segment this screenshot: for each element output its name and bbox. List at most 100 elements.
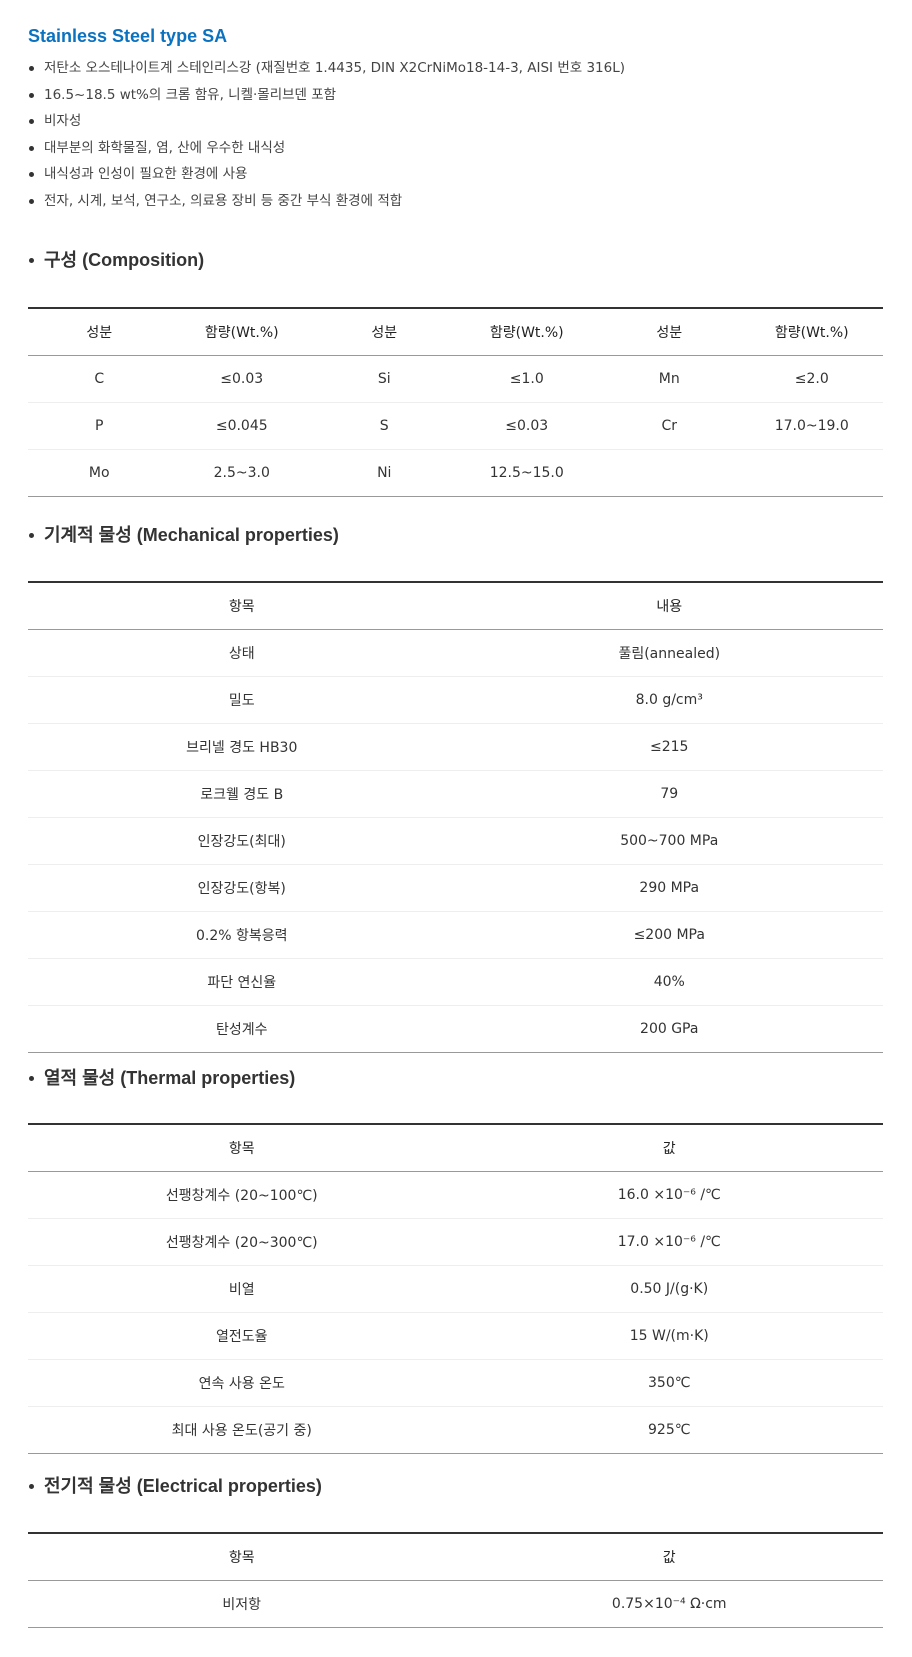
column-header: 성분 (371, 325, 398, 341)
table-cell: 파단 연신율 (28, 958, 456, 1006)
page-title: Stainless Steel type SA (28, 26, 228, 46)
table-row: 비열 0.50 J/(g·K) (28, 1265, 883, 1313)
composition-table: 성분 함량(Wt.%) 성분 함량(Wt.%) 성분 함량(Wt.%) C ≤0.03 Si ≤1… (28, 307, 883, 497)
table-row: 파단 연신율 40% (28, 958, 883, 1006)
table-row: 탄성계수 200 GPa (28, 1005, 883, 1053)
list-item: 내식성과 인성이 필요한 환경에 사용 (28, 163, 625, 190)
table-row: 열전도율 15 W/(m·K) (28, 1312, 883, 1360)
table-cell: ≤0.045 (170, 402, 313, 450)
table-cell: ≤0.03 (170, 355, 313, 403)
table-cell: 17.0 ×10⁻⁶ /℃ (455, 1218, 883, 1266)
table-cell: 79 (455, 770, 883, 818)
table-cell: P (28, 402, 171, 450)
table-cell: ≤1.0 (455, 355, 598, 403)
column-header: 함량(Wt.%) (204, 325, 279, 341)
table-cell: 0.50 J/(g·K) (455, 1265, 883, 1313)
list-item: 저탄소 오스테나이트계 스테인리스강 (재질번호 1.4435, DIN X2C… (28, 57, 625, 84)
thermal-heading: 열적 물성 (Thermal properties) (28, 1064, 295, 1090)
table-cell: ≤200 MPa (455, 911, 883, 959)
table-header-row: 항목 값 (28, 1533, 883, 1581)
table-cell: 0.75×10⁻⁴ Ω·cm (455, 1580, 883, 1628)
table-cell: Cr (598, 402, 741, 450)
table-row: Mo 2.5~3.0 Ni 12.5~15.0 (28, 449, 883, 497)
table-row: 비저항 0.75×10⁻⁴ Ω·cm (28, 1580, 883, 1628)
list-item: 대부분의 화학물질, 염, 산에 우수한 내식성 (28, 137, 625, 164)
table-cell: 15 W/(m·K) (455, 1312, 883, 1360)
table-header-row: 성분 함량(Wt.%) 성분 함량(Wt.%) 성분 함량(Wt.%) (28, 308, 883, 356)
table-cell: 비열 (28, 1265, 456, 1313)
table-cell: 열전도율 (28, 1312, 456, 1360)
table-row: 최대 사용 온도(공기 중) 925℃ (28, 1406, 883, 1454)
table-cell: 17.0~19.0 (740, 402, 883, 450)
table-cell (598, 449, 741, 497)
mechanical-heading: 기계적 물성 (Mechanical properties) (28, 521, 339, 547)
table-cell: 풀림(annealed) (455, 629, 883, 677)
table-row: 연속 사용 온도 350℃ (28, 1359, 883, 1407)
table-cell: 밀도 (28, 676, 456, 724)
table-row: 브리넬 경도 HB30 ≤215 (28, 723, 883, 771)
table-row: P ≤0.045 S ≤0.03 Cr 17.0~19.0 (28, 402, 883, 450)
table-cell: 12.5~15.0 (455, 449, 598, 497)
table-cell: Mn (598, 355, 741, 403)
table-cell: 925℃ (455, 1406, 883, 1454)
table-cell: 브리넬 경도 HB30 (28, 723, 456, 771)
table-cell (740, 449, 883, 497)
table-header-row: 항목 값 (28, 1124, 883, 1172)
table-cell: 0.2% 항복응력 (28, 911, 456, 959)
composition-heading: 구성 (Composition) (28, 246, 204, 272)
electrical-heading: 전기적 물성 (Electrical properties) (28, 1472, 322, 1498)
column-header: 내용 (656, 599, 683, 615)
table-cell: 상태 (28, 629, 456, 677)
table-cell: ≤2.0 (740, 355, 883, 403)
table-row: 밀도 8.0 g/cm³ (28, 676, 883, 724)
column-header: 항목 (228, 1141, 255, 1157)
table-row: 인장강도(항복) 290 MPa (28, 864, 883, 912)
table-row: 선팽창계수 (20~300℃) 17.0 ×10⁻⁶ /℃ (28, 1218, 883, 1266)
table-cell: C (28, 355, 171, 403)
table-cell: S (313, 402, 456, 450)
table-row: 0.2% 항복응력 ≤200 MPa (28, 911, 883, 959)
table-row: 인장강도(최대) 500~700 MPa (28, 817, 883, 865)
table-cell: 최대 사용 온도(공기 중) (28, 1406, 456, 1454)
table-cell: 8.0 g/cm³ (455, 676, 883, 724)
table-cell: Mo (28, 449, 171, 497)
list-item: 전자, 시계, 보석, 연구소, 의료용 장비 등 중간 부식 환경에 적합 (28, 190, 625, 217)
table-header-row: 항목 내용 (28, 582, 883, 630)
table-cell: 200 GPa (455, 1005, 883, 1053)
table-cell: ≤215 (455, 723, 883, 771)
column-header: 함량(Wt.%) (774, 325, 849, 341)
table-cell: 2.5~3.0 (170, 449, 313, 497)
column-header: 함량(Wt.%) (489, 325, 564, 341)
table-row: 상태 풀림(annealed) (28, 629, 883, 677)
table-cell: 인장강도(최대) (28, 817, 456, 865)
list-item: 16.5~18.5 wt%의 크롬 함유, 니켈·몰리브덴 포함 (28, 84, 625, 111)
table-row: 로크웰 경도 B 79 (28, 770, 883, 818)
table-cell: 290 MPa (455, 864, 883, 912)
table-cell: 500~700 MPa (455, 817, 883, 865)
table-row: 선팽창계수 (20~100℃) 16.0 ×10⁻⁶ /℃ (28, 1171, 883, 1219)
column-header: 항목 (228, 599, 255, 615)
table-cell: ≤0.03 (455, 402, 598, 450)
column-header: 성분 (86, 325, 113, 341)
table-cell: Ni (313, 449, 456, 497)
column-header: 성분 (656, 325, 683, 341)
feature-list: 저탄소 오스테나이트계 스테인리스강 (재질번호 1.4435, DIN X2C… (28, 57, 625, 216)
column-header: 값 (662, 1550, 676, 1566)
table-cell: 16.0 ×10⁻⁶ /℃ (455, 1171, 883, 1219)
table-cell: 선팽창계수 (20~100℃) (28, 1171, 456, 1219)
table-cell: 인장강도(항복) (28, 864, 456, 912)
table-cell: 비저항 (28, 1580, 456, 1628)
table-cell: 40% (455, 958, 883, 1006)
column-header: 항목 (228, 1550, 255, 1566)
list-item: 비자성 (28, 110, 625, 137)
table-cell: Si (313, 355, 456, 403)
table-cell: 선팽창계수 (20~300℃) (28, 1218, 456, 1266)
table-cell: 350℃ (455, 1359, 883, 1407)
table-cell: 연속 사용 온도 (28, 1359, 456, 1407)
table-cell: 로크웰 경도 B (28, 770, 456, 818)
table-row: C ≤0.03 Si ≤1.0 Mn ≤2.0 (28, 355, 883, 403)
column-header: 값 (662, 1141, 676, 1157)
